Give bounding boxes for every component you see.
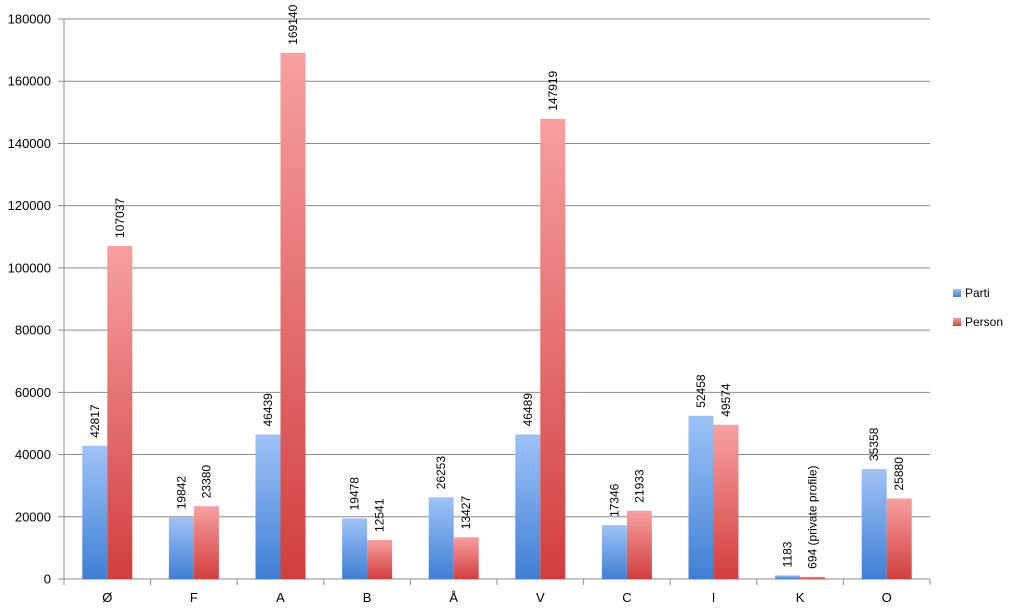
- bar-person: [193, 506, 219, 579]
- legend-label-parti: Parti: [965, 286, 990, 300]
- data-label: 52458: [694, 374, 708, 408]
- bar-person: [540, 118, 566, 579]
- data-label: 46439: [261, 393, 275, 427]
- data-label: 169140: [286, 4, 300, 44]
- data-label: 46489: [521, 393, 535, 427]
- gridlines: [64, 18, 930, 518]
- data-label: 25880: [892, 457, 906, 491]
- data-labels: 42817 107037 19842 23380 46439 169140 19478 125…: [88, 4, 906, 568]
- data-label: 19842: [174, 476, 188, 510]
- x-tick-label: C: [622, 590, 631, 605]
- data-label: 694 (private profile): [806, 465, 820, 568]
- legend-swatch-person: [953, 318, 961, 326]
- bar-person: [107, 245, 133, 579]
- bar-person: [453, 537, 479, 579]
- data-label: 1183: [781, 541, 795, 567]
- bar-parti: [515, 434, 541, 579]
- bar-parti: [775, 575, 801, 579]
- x-tick-label: Ø: [102, 590, 112, 605]
- bar-person: [713, 424, 739, 579]
- y-tick-label: 80000: [15, 323, 51, 338]
- data-label: 42817: [88, 404, 102, 438]
- y-tick-label: 0: [44, 572, 51, 587]
- bar-person: [367, 539, 393, 579]
- data-label: 35358: [867, 427, 881, 461]
- legend-label-person: Person: [965, 315, 1003, 329]
- legend: Parti Person: [953, 286, 1003, 329]
- x-tick-label: B: [363, 590, 372, 605]
- bar-parti: [861, 468, 887, 579]
- x-tick-label: F: [190, 590, 198, 605]
- y-tick-label: 160000: [8, 74, 51, 89]
- y-tick-label: 100000: [8, 260, 51, 275]
- y-tick-label: 60000: [15, 385, 51, 400]
- y-tick-label: 140000: [8, 136, 51, 151]
- bar-parti: [168, 517, 194, 579]
- x-tick-label: I: [712, 590, 716, 605]
- bar-parti: [342, 518, 368, 579]
- bar-parti: [601, 525, 627, 579]
- bar-parti: [688, 415, 714, 579]
- bar-person: [800, 576, 826, 579]
- legend-swatch-parti: [953, 289, 961, 297]
- data-label: 26253: [434, 456, 448, 490]
- bar-parti: [82, 445, 108, 579]
- y-tick-label: 40000: [15, 447, 51, 462]
- bar-parti: [255, 434, 281, 579]
- x-tick-label: K: [796, 590, 805, 605]
- x-tick-label: Å: [449, 590, 458, 605]
- y-tick-label: 180000: [8, 12, 51, 27]
- x-tick-label: O: [882, 590, 892, 605]
- bar-person: [280, 52, 306, 579]
- bar-person: [886, 498, 912, 579]
- data-label: 17346: [607, 483, 621, 517]
- bars: [82, 52, 912, 579]
- x-tick-label: V: [536, 590, 545, 605]
- data-label: 13427: [459, 496, 473, 530]
- data-label: 107037: [113, 198, 127, 238]
- y-tick-label: 120000: [8, 198, 51, 213]
- y-tick-label: 20000: [15, 509, 51, 524]
- data-label: 12541: [373, 498, 387, 532]
- bar-parti: [428, 497, 454, 579]
- x-tick-label: A: [276, 590, 285, 605]
- data-label: 21933: [632, 469, 646, 503]
- data-label: 147919: [546, 70, 560, 110]
- bar-person: [626, 510, 652, 579]
- data-label: 23380: [199, 465, 213, 499]
- data-label: 19478: [348, 477, 362, 511]
- data-label: 49574: [719, 383, 733, 417]
